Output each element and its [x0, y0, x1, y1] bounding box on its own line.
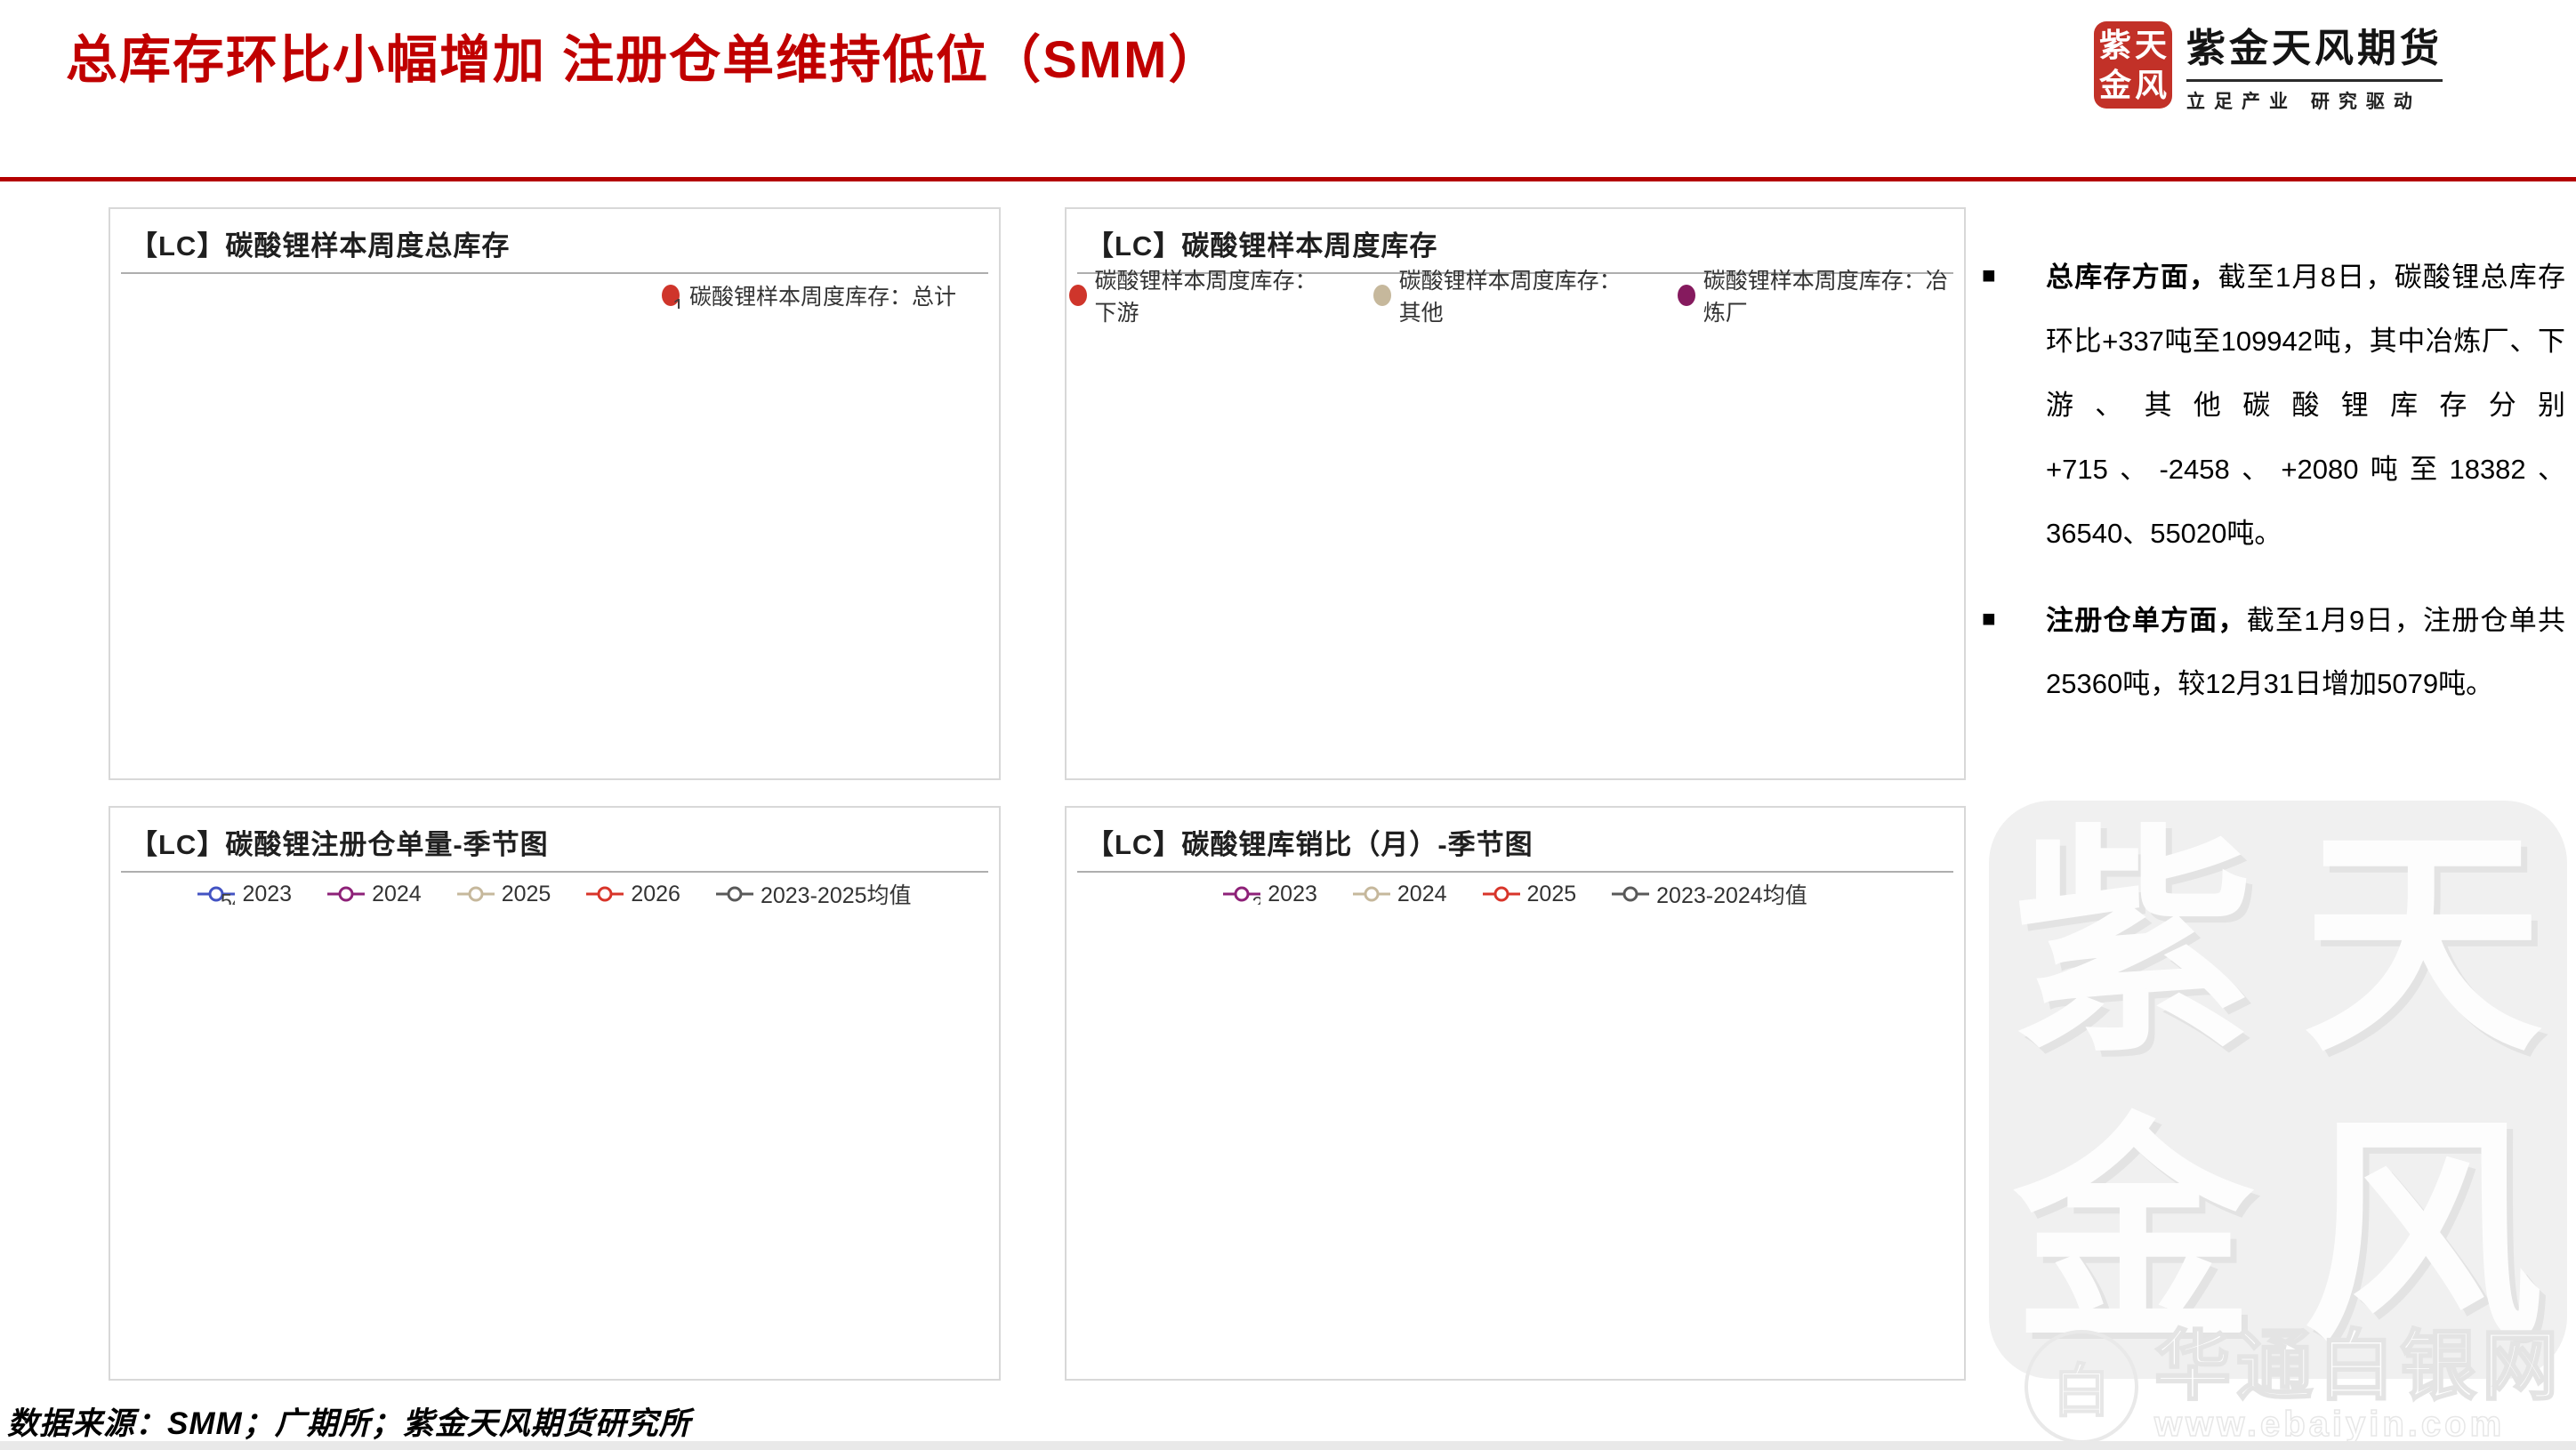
legend-item: 2023-2024均值 — [1612, 878, 1807, 910]
brand-divider — [2186, 79, 2443, 82]
svg-text:2.100: 2.100 — [1252, 892, 1261, 905]
legend-dot-icon: 1500020000250003000035000400004500050000… — [1069, 285, 1087, 306]
chart-title: 【LC】碳酸锂库销比（月）-季节图 — [1086, 829, 1534, 860]
legend-item: 2024 — [327, 882, 422, 907]
corner-watermark-url: www.ebaiyin.com — [2153, 1404, 2506, 1445]
chart-title: 【LC】碳酸锂样本周度库存 — [1086, 230, 1438, 262]
chart-plot-inventory-sales-ratio — [1067, 915, 1964, 1379]
brand-text: 紫金天风期货 立足产业 研究驱动 — [2186, 16, 2443, 114]
chart-panel-inventory-sales-ratio-seasonal: 【LC】碳酸锂库销比（月）-季节图 0.76500.90001.2001.500… — [1065, 806, 1966, 1381]
background-seal-watermark: 紫 天 金 风 — [1989, 801, 2567, 1379]
chart-legend: 010000200003000040000500005491001-0101-3… — [110, 873, 999, 915]
seal-char: 紫 — [2098, 26, 2131, 63]
title-divider — [0, 177, 2576, 181]
seal-char: 金 — [2098, 66, 2131, 103]
brand-logo: 紫 天 金 风 紫金天风期货 立足产业 研究驱动 — [2094, 16, 2443, 114]
chart-legend: 6000070000800009000010000011000012000013… — [110, 274, 999, 317]
legend-item: 2025 — [1482, 882, 1576, 907]
chart-title-divider — [1077, 272, 1953, 274]
legend-ring-icon — [1612, 886, 1650, 902]
bullet-text: 注册仓单方面，截至1月9日，注册仓单共25360吨，较12月31日增加5079吨… — [2046, 604, 2566, 700]
chart-panel-warehouse-receipts-seasonal: 【LC】碳酸锂注册仓单量-季节图 01000020000300004000050… — [109, 806, 1001, 1381]
chart-plot-inventory-by-segment — [1067, 317, 1964, 778]
footer-bar — [0, 1441, 2576, 1450]
legend-dot-icon — [1373, 285, 1392, 306]
chart-title-divider — [1077, 871, 1953, 873]
data-source-note: 数据来源：SMM；广期所；紫金天风期货研究所 — [7, 1406, 691, 1441]
seal-char: 天 — [2134, 26, 2167, 63]
chart-title: 【LC】碳酸锂样本周度总库存 — [130, 230, 511, 262]
legend-item: 2026 — [586, 882, 680, 907]
legend-item: 碳酸锂样本周度库存：其他 — [1371, 263, 1639, 327]
legend-ring-icon — [456, 886, 495, 902]
brand-name: 紫金天风期货 — [2186, 27, 2443, 70]
chart-legend: 0.76500.90001.2001.5001.8002.10001-0102-… — [1067, 873, 1964, 915]
chart-plot-total-inventory — [110, 317, 999, 778]
legend-item: 2023-2025均值 — [715, 878, 912, 910]
corner-watermark-title: 华通白银网 — [2153, 1324, 2564, 1409]
svg-text:54910: 54910 — [221, 890, 236, 905]
chart-title-divider — [121, 871, 988, 873]
chart-title: 【LC】碳酸锂注册仓单量-季节图 — [130, 829, 549, 860]
legend-ring-icon — [586, 886, 624, 902]
corner-watermark: 白 华通白银网 www.ebaiyin.com — [2025, 1324, 2564, 1445]
legend-item: 碳酸锂样本周度库存：冶炼厂 — [1675, 263, 1964, 327]
commentary: ■ 总库存方面，截至1月8日，碳酸锂总库存环比+337吨至109942吨，其中冶… — [1982, 246, 2565, 739]
corner-watermark-logo-icon: 白 — [2025, 1329, 2138, 1444]
legend-item: 010000200003000040000500005491001-0101-3… — [197, 882, 292, 907]
legend-dot-icon: 6000070000800009000010000011000012000013… — [661, 285, 682, 309]
legend-ring-icon: 0.76500.90001.2001.5001.8002.10001-0102-… — [1223, 886, 1261, 905]
legend-item: 2024 — [1352, 882, 1447, 907]
legend-ring-icon — [1352, 886, 1390, 902]
chart-panel-inventory-by-segment: 【LC】碳酸锂样本周度库存 15000200002500030000350004… — [1065, 207, 1966, 780]
chart-panel-total-inventory: 【LC】碳酸锂样本周度总库存 6000070000800009000010000… — [109, 207, 1001, 780]
bullet-square-icon: ■ — [1982, 604, 1996, 632]
seal-char: 风 — [2134, 66, 2167, 103]
commentary-bullet: ■ 注册仓单方面，截至1月9日，注册仓单共25360吨，较12月31日增加507… — [1982, 589, 2565, 717]
legend-ring-icon — [715, 886, 753, 902]
page-title: 总库存环比小幅增加 注册仓单维持低位（SMM） — [66, 31, 1222, 89]
commentary-bullet: ■ 总库存方面，截至1月8日，碳酸锂总库存环比+337吨至109942吨，其中冶… — [1982, 246, 2565, 566]
chart-plot-warehouse-receipts — [110, 915, 999, 1379]
legend-item: 6000070000800009000010000011000012000013… — [659, 279, 956, 311]
legend-ring-icon: 010000200003000040000500005491001-0101-3… — [197, 886, 236, 905]
legend-item: 2025 — [456, 882, 551, 907]
legend-dot-icon — [1678, 285, 1696, 306]
legend-item: 0.76500.90001.2001.5001.8002.10001-0102-… — [1223, 882, 1317, 907]
bullet-text: 总库存方面，截至1月8日，碳酸锂总库存环比+337吨至109942吨，其中冶炼厂… — [2046, 262, 2566, 549]
legend-item: 1500020000250003000035000400004500050000… — [1067, 263, 1335, 327]
brand-tagline: 立足产业 研究驱动 — [2186, 92, 2421, 112]
svg-text:140000: 140000 — [672, 294, 682, 309]
legend-ring-icon — [1482, 886, 1520, 902]
brand-seal-icon: 紫 天 金 风 — [2094, 21, 2172, 109]
chart-title-divider — [121, 272, 988, 274]
chart-legend: 1500020000250003000035000400004500050000… — [1067, 269, 1964, 326]
bullet-square-icon: ■ — [1982, 262, 1996, 288]
legend-ring-icon — [327, 886, 366, 902]
